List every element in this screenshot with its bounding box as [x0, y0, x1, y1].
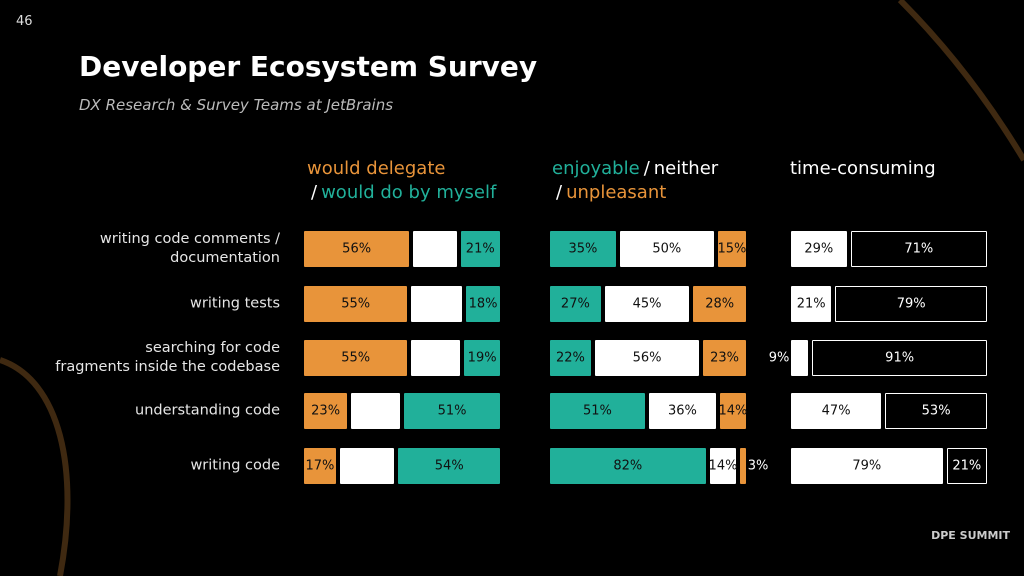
bar-segment [648, 393, 716, 429]
value-label: 47% [821, 403, 851, 419]
bar-segment [304, 340, 408, 376]
value-label: 55% [341, 296, 371, 312]
subtitle: DX Research & Survey Teams at JetBrains [79, 96, 394, 114]
page-number: 46 [16, 14, 33, 29]
legend-entry: enjoyable [552, 158, 640, 179]
bar-segment [398, 448, 500, 484]
bar-segment [466, 286, 500, 322]
value-label: 9% [768, 350, 790, 366]
bar-segment [709, 448, 737, 484]
value-label: 79% [852, 458, 882, 474]
bar-segment [550, 286, 601, 322]
bar-segment [791, 340, 809, 376]
value-label: 51% [437, 403, 467, 419]
bar-segment [703, 340, 746, 376]
value-label: 51% [583, 403, 612, 419]
bar-segment [717, 231, 746, 267]
row-label: writing tests [190, 295, 280, 312]
value-label: 71% [904, 241, 934, 257]
bar-segment [339, 448, 395, 484]
value-label: 35% [568, 241, 598, 257]
value-label: 3% [747, 458, 769, 474]
bar-segment [550, 340, 591, 376]
value-label: 18% [468, 296, 498, 312]
legend: enjoyable / neither / unpleasant [552, 157, 718, 205]
legend-separator: / [556, 182, 563, 203]
bar-segment [404, 393, 500, 429]
row-label: understanding code [135, 402, 280, 419]
bar-segment [812, 340, 987, 376]
value-label: 22% [556, 350, 585, 366]
bar-segment [791, 448, 943, 484]
bar-segment [850, 231, 987, 267]
value-label: 29% [804, 241, 834, 257]
value-label: 53% [921, 403, 951, 419]
value-label: 54% [434, 458, 464, 474]
bar-segment [619, 231, 714, 267]
legend-entry: unpleasant [566, 182, 667, 203]
legend-separator: / [311, 182, 318, 203]
bar-segment [411, 340, 461, 376]
value-label: 17% [305, 458, 335, 474]
bar-segment [604, 286, 690, 322]
bar-segment [885, 393, 987, 429]
value-label: 19% [467, 350, 497, 366]
row-label: writing code [190, 457, 280, 474]
bar-segment [791, 286, 832, 322]
legend-entry: neither [653, 158, 719, 179]
bar-segment [550, 448, 706, 484]
row-label: writing code comments / documentation [99, 231, 280, 266]
value-label: 50% [652, 241, 682, 257]
bar-segment [719, 393, 746, 429]
bar-segment [594, 340, 700, 376]
value-label: 21% [465, 241, 495, 257]
value-label: 56% [342, 241, 372, 257]
row-label: searching for code fragments inside the … [55, 340, 280, 375]
chart-title: time-consuming [790, 158, 936, 179]
legend: would delegate / would do by myself [307, 157, 496, 205]
value-label: 28% [705, 296, 735, 312]
value-label: 14% [718, 403, 748, 419]
value-label: 45% [632, 296, 662, 312]
bar-segment [835, 286, 987, 322]
value-label: 55% [341, 350, 371, 366]
bar-segment [351, 393, 401, 429]
value-label: 14% [708, 458, 738, 474]
value-label: 79% [896, 296, 926, 312]
bar-segment [791, 231, 847, 267]
logo: DPE SUMMIT [931, 529, 1010, 542]
value-label: 21% [796, 296, 826, 312]
bar-segment [411, 286, 463, 322]
value-label: 91% [885, 350, 915, 366]
bar-segment [740, 448, 746, 484]
value-label: 23% [710, 350, 740, 366]
legend-separator: / [643, 158, 650, 179]
bar-segment [946, 448, 987, 484]
bar-segment [304, 231, 410, 267]
value-label: 15% [717, 241, 747, 257]
bar-segment [693, 286, 746, 322]
value-label: 56% [632, 350, 662, 366]
bar-segment [304, 448, 336, 484]
bar-segment [460, 231, 500, 267]
bar-segment [791, 393, 882, 429]
bar-segment [550, 393, 645, 429]
value-label: 36% [667, 403, 697, 419]
bar-segment [413, 231, 457, 267]
value-label: 23% [311, 403, 341, 419]
bar-segment [304, 286, 408, 322]
bar-segment [550, 231, 616, 267]
legend-entry: would do by myself [321, 182, 497, 203]
value-label: 21% [952, 458, 982, 474]
title: Developer Ecosystem Survey [79, 50, 538, 83]
bar-segment [464, 340, 500, 376]
bar-segment [304, 393, 348, 429]
value-label: 27% [560, 296, 590, 312]
value-label: 82% [613, 458, 643, 474]
legend: time-consuming [790, 157, 936, 181]
legend-entry: would delegate [307, 158, 446, 179]
